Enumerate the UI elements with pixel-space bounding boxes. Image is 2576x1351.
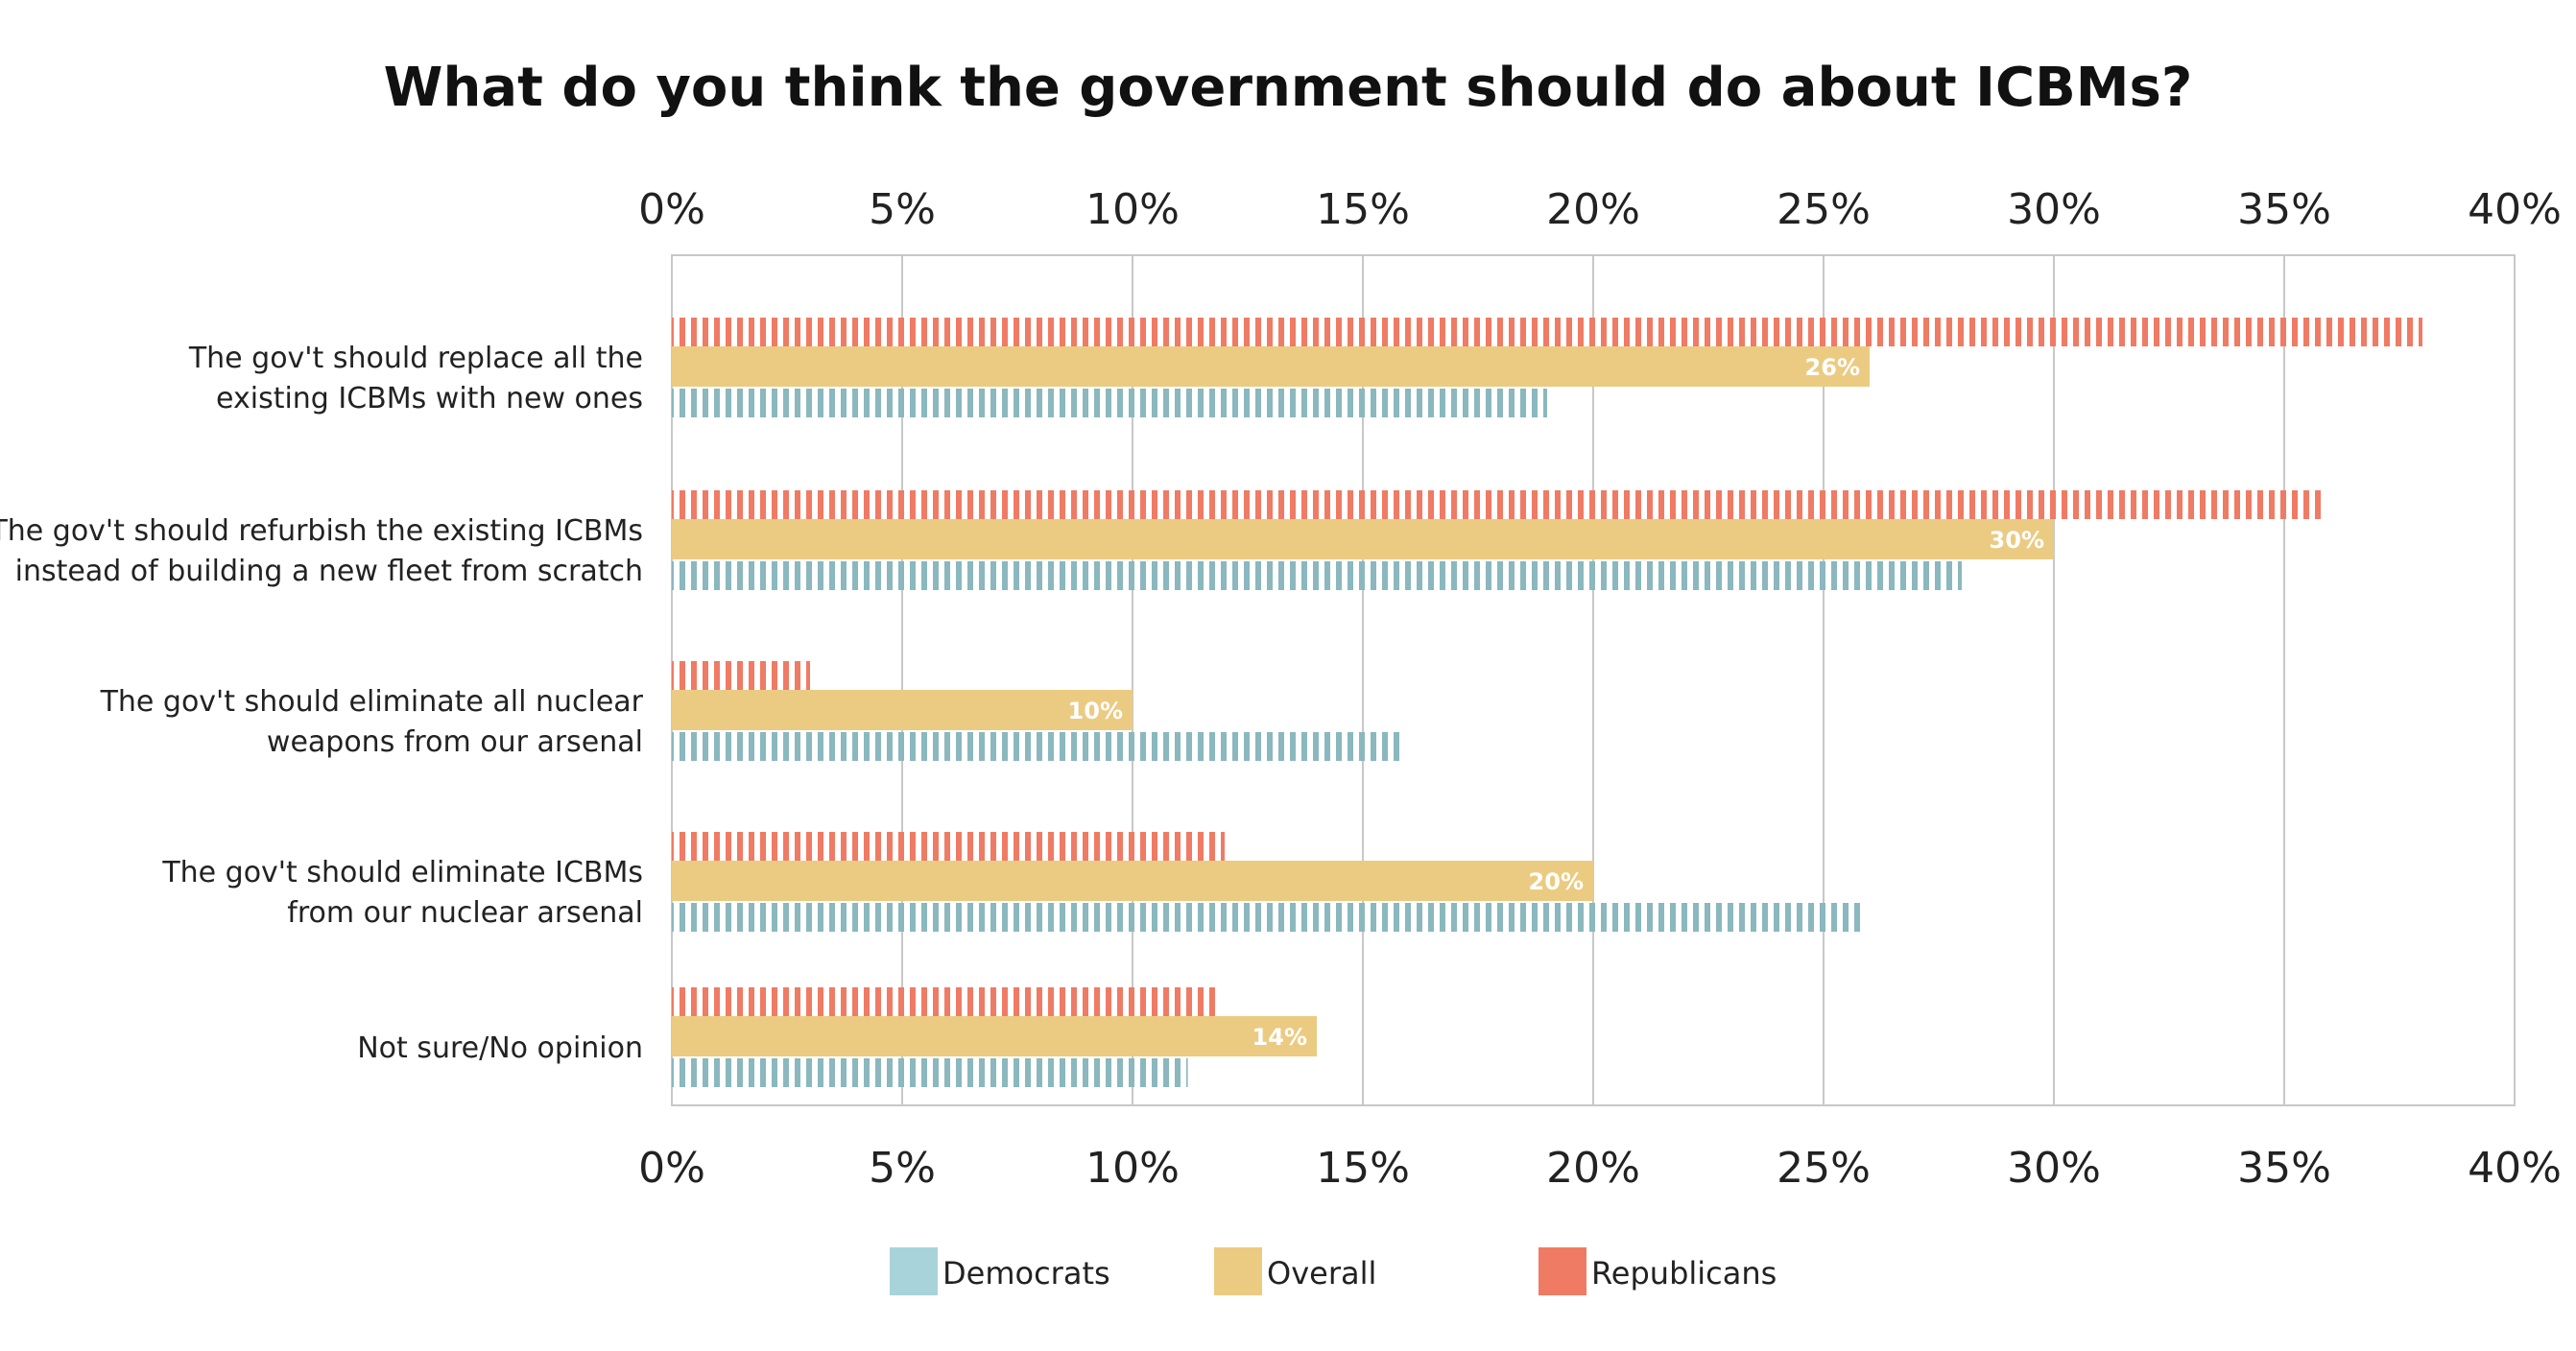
bar-overall <box>672 861 1593 901</box>
bar-republicans <box>672 832 1225 861</box>
x-tick-label-bottom: 40% <box>2468 1144 2562 1193</box>
data-label-overall: 26% <box>1805 354 1860 381</box>
legend-swatch-democrats <box>890 1247 938 1295</box>
x-tick-label-top: 20% <box>1546 185 1640 234</box>
chart-title: What do you think the government should … <box>384 57 2193 119</box>
x-tick-label-bottom: 0% <box>638 1144 705 1193</box>
legend-label-overall: Overall <box>1267 1255 1376 1292</box>
data-label-overall: 30% <box>1990 527 2044 554</box>
bar-overall <box>672 346 1870 387</box>
x-tick-label-top: 10% <box>1085 185 1180 234</box>
x-tick-label-top: 35% <box>2237 185 2331 234</box>
bar-overall <box>672 690 1133 730</box>
category-label: instead of building a new fleet from scr… <box>15 555 643 588</box>
bar-democrats <box>672 1058 1188 1087</box>
x-tick-label-bottom: 25% <box>1777 1144 1871 1193</box>
data-label-overall: 20% <box>1529 868 1584 895</box>
bar-overall <box>672 519 2054 559</box>
x-tick-label-bottom: 15% <box>1316 1144 1410 1193</box>
bar-democrats <box>672 903 1861 932</box>
bar-democrats <box>672 389 1547 417</box>
x-tick-label-top: 40% <box>2468 185 2562 234</box>
bar-democrats <box>672 561 1962 590</box>
data-label-overall: 14% <box>1252 1024 1307 1051</box>
legend-label-democrats: Democrats <box>942 1255 1110 1292</box>
x-tick-label-top: 25% <box>1777 185 1871 234</box>
category-label: weapons from our arsenal <box>267 725 643 759</box>
x-tick-label-bottom: 5% <box>869 1144 936 1193</box>
bar-republicans <box>672 318 2422 346</box>
bar-republicans <box>672 490 2322 519</box>
legend-swatch-overall <box>1214 1247 1262 1295</box>
category-label: The gov't should refurbish the existing … <box>0 514 643 548</box>
x-tick-label-bottom: 30% <box>2007 1144 2101 1193</box>
category-label: The gov't should eliminate ICBMs <box>161 856 643 889</box>
bar-overall <box>672 1016 1317 1056</box>
bar-republicans <box>672 661 810 690</box>
legend-label-republicans: Republicans <box>1591 1255 1777 1292</box>
legend-swatch-republicans <box>1538 1247 1586 1295</box>
x-tick-label-top: 0% <box>638 185 705 234</box>
category-label: existing ICBMs with new ones <box>216 382 643 415</box>
x-tick-label-top: 30% <box>2007 185 2101 234</box>
category-label: The gov't should eliminate all nuclear <box>100 685 644 719</box>
data-label-overall: 10% <box>1068 698 1123 724</box>
category-label: Not sure/No opinion <box>357 1031 643 1065</box>
x-tick-label-top: 15% <box>1316 185 1410 234</box>
x-tick-label-top: 5% <box>869 185 936 234</box>
category-label: from our nuclear arsenal <box>287 896 643 930</box>
x-tick-label-bottom: 10% <box>1085 1144 1180 1193</box>
x-tick-label-bottom: 20% <box>1546 1144 1640 1193</box>
bar-republicans <box>672 987 1221 1016</box>
category-label: The gov't should replace all the <box>188 342 643 375</box>
x-tick-label-bottom: 35% <box>2237 1144 2331 1193</box>
bar-democrats <box>672 732 1405 761</box>
